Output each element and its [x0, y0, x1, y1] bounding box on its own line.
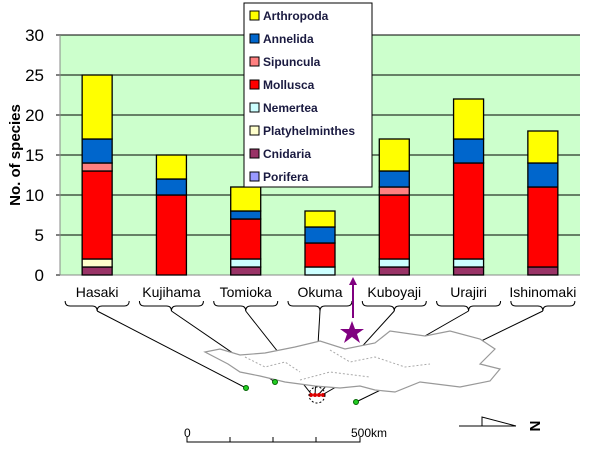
bar-segment-annelida — [155, 178, 188, 196]
site-point — [317, 393, 321, 397]
bar-segment-cnidaria — [230, 266, 262, 276]
bar-segment-sipuncula — [378, 186, 410, 196]
x-tick-label: Ishinomaki — [509, 284, 576, 300]
legend-swatch — [249, 56, 260, 67]
legend-swatch — [249, 125, 260, 136]
bar-segment-sipuncula — [81, 162, 113, 172]
legend-swatch — [249, 102, 260, 113]
y-tick-label: 10 — [25, 186, 44, 205]
site-point — [321, 393, 325, 397]
prefecture-borders — [244, 349, 431, 381]
legend-label: Arthropoda — [263, 9, 329, 23]
legend-swatch — [249, 33, 260, 44]
bar-segment-mollusca — [81, 170, 113, 260]
legend-label: Mollusca — [263, 78, 315, 92]
japan-map — [203, 330, 502, 405]
scale-end-label: 500km — [351, 426, 387, 440]
bar-segment-arthropoda — [155, 154, 188, 180]
bar-segment-arthropoda — [378, 138, 410, 172]
bar-segment-annelida — [81, 138, 113, 164]
bar-segment-mollusca — [230, 218, 262, 260]
legend-label: Nemertea — [263, 101, 318, 115]
label-brace — [287, 300, 353, 312]
bar-segment-annelida — [378, 170, 410, 188]
y-tick-label: 30 — [25, 26, 44, 45]
y-tick-label: 15 — [25, 146, 44, 165]
x-tick-label: Urajiri — [450, 284, 487, 300]
label-brace — [510, 300, 576, 312]
bar-segment-annelida — [230, 210, 262, 220]
legend-swatch — [249, 171, 260, 182]
x-tick-label: Okuma — [297, 284, 342, 300]
legend-swatch — [249, 10, 260, 21]
site-point — [272, 379, 278, 385]
legend-label: Sipuncula — [263, 55, 321, 69]
label-brace — [436, 300, 502, 312]
scale-bar — [186, 437, 361, 443]
scale-start-label: 0 — [184, 426, 191, 440]
bar-segment-cnidaria — [452, 266, 485, 276]
site-point — [243, 385, 249, 391]
bar-segment-mollusca — [452, 162, 485, 260]
y-axis-label: No. of species — [7, 104, 24, 206]
label-brace — [213, 300, 279, 312]
x-tick-label: Hasaki — [76, 284, 119, 300]
star-icon — [340, 321, 364, 343]
label-brace — [64, 300, 130, 312]
site-point — [313, 393, 317, 397]
legend-swatch — [249, 148, 260, 159]
legend-label: Porifera — [263, 170, 309, 184]
x-tick-label: Kuboyaji — [367, 284, 421, 300]
label-brace — [361, 300, 427, 312]
fukushima-circle — [308, 386, 326, 404]
bar-segment-arthropoda — [81, 74, 113, 140]
x-tick-label: Tomioka — [220, 284, 272, 300]
site-point — [353, 399, 359, 405]
site-point — [309, 393, 313, 397]
x-tick-label: Kujihama — [142, 284, 201, 300]
y-tick-label: 0 — [35, 266, 44, 285]
arrow-head-icon — [349, 277, 357, 285]
bar-segment-mollusca — [527, 186, 559, 268]
label-brace — [138, 300, 204, 312]
bar-segment-arthropoda — [304, 210, 336, 228]
bar-segment-mollusca — [155, 194, 188, 276]
legend-label: Annelida — [263, 32, 314, 46]
bar-segment-nemertea — [452, 258, 485, 268]
legend-label: Cnidaria — [263, 147, 311, 161]
y-tick-label: 5 — [35, 226, 44, 245]
bar-segment-cnidaria — [378, 266, 410, 276]
bar-segment-annelida — [304, 226, 336, 244]
bar-segment-annelida — [452, 138, 485, 164]
y-tick-label: 25 — [25, 66, 44, 85]
bar-segment-nemertea — [230, 258, 262, 268]
bar-segment-annelida — [527, 162, 559, 188]
site-leader-line — [96, 310, 247, 389]
bar-segment-nemertea — [378, 258, 410, 268]
bar-segment-platyhelminthes — [81, 258, 113, 268]
north-label: N — [526, 421, 543, 432]
bar-segment-cnidaria — [81, 266, 113, 276]
north-arrow-icon — [459, 416, 517, 427]
bar-segment-mollusca — [304, 242, 336, 268]
legend-box — [243, 2, 373, 188]
bar-segment-arthropoda — [452, 98, 485, 140]
y-tick-label: 20 — [25, 106, 44, 125]
bar-segment-arthropoda — [230, 186, 262, 212]
legend-label: Platyhelminthes — [263, 124, 355, 138]
bar-segment-nemertea — [304, 266, 336, 276]
bar-segment-arthropoda — [527, 130, 559, 164]
bar-segment-mollusca — [378, 194, 410, 260]
legend-swatch — [249, 79, 260, 90]
legend: Arthropoda Annelida Sipuncula Mollusca Nemer… — [243, 2, 373, 188]
bar-segment-cnidaria — [527, 266, 559, 276]
